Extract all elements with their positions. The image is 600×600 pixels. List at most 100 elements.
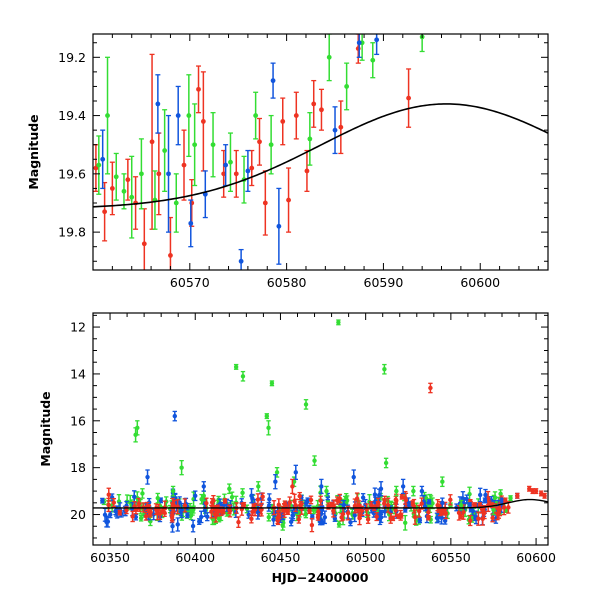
data-point: [315, 515, 321, 520]
data-point: [158, 498, 164, 503]
data-point: [403, 498, 409, 503]
data-point: [276, 223, 282, 229]
data-point: [370, 57, 376, 63]
data-point: [181, 162, 187, 168]
data-point-green: [256, 481, 261, 492]
data-point: [538, 491, 544, 496]
baseline-point-red: [213, 508, 219, 523]
data-point-blue: [319, 478, 324, 495]
data-point: [190, 508, 195, 514]
data-point: [280, 523, 285, 528]
data-point-red: [318, 88, 324, 131]
data-point: [175, 522, 180, 527]
bottom-axis-ticks: 60350 60400 60450 60500 60550 60600 12 14 16 18 20: [70, 313, 556, 565]
data-point: [211, 498, 216, 503]
data-point: [166, 171, 171, 177]
data-point: [352, 513, 357, 518]
data-point-red: [286, 167, 292, 233]
data-point: [162, 510, 167, 516]
data-point-blue: [400, 478, 406, 495]
data-point-blue: [172, 410, 177, 422]
data-point-green: [370, 42, 376, 79]
data-point-red: [141, 208, 147, 270]
data-point-red: [290, 478, 295, 495]
baseline-point-red: [309, 517, 315, 533]
data-point: [338, 124, 344, 130]
data-point: [138, 516, 144, 521]
baseline-point-red: [393, 495, 399, 504]
data-point: [319, 484, 324, 489]
y-tick-label: 19.2: [58, 50, 86, 65]
baseline-point-blue: [199, 510, 204, 524]
data-point: [318, 498, 323, 503]
data-point: [312, 458, 317, 463]
data-point: [412, 514, 418, 520]
top-plot-area: [93, 34, 548, 270]
data-point: [175, 113, 181, 118]
baseline-point-red: [448, 494, 453, 506]
top-data-marks: [93, 34, 425, 270]
data-point: [326, 503, 331, 509]
baseline-point-red: [435, 498, 440, 512]
data-point-green: [266, 420, 271, 436]
data-point: [304, 168, 310, 174]
data-point: [307, 136, 313, 142]
data-point: [129, 194, 135, 200]
data-point-green: [162, 109, 168, 192]
data-point: [249, 493, 254, 498]
x-tick-label: 60600: [516, 550, 556, 565]
data-point: [340, 511, 346, 517]
data-point-blue: [356, 34, 362, 58]
y-tick-label: 19.4: [58, 108, 86, 123]
baseline-point-blue: [205, 512, 210, 522]
data-point: [100, 498, 105, 503]
data-point: [241, 502, 247, 507]
data-point: [369, 502, 374, 508]
top-panel: 60570 60580 60590 60600 19.2 19.4 19.6 19.8 Mag…: [26, 33, 549, 290]
baseline-point-blue: [175, 517, 180, 532]
baseline-point-red: [143, 511, 149, 521]
data-point-green: [121, 173, 127, 210]
data-point-green: [336, 319, 341, 326]
data-point: [316, 509, 321, 515]
data-point-blue: [276, 187, 282, 265]
data-point: [274, 470, 280, 475]
baseline-point-blue: [378, 511, 384, 523]
data-point-blue: [193, 490, 198, 502]
data-point: [497, 507, 503, 512]
data-point: [332, 127, 338, 133]
data-point: [124, 508, 129, 513]
data-point: [106, 492, 111, 497]
baseline-point-blue: [426, 499, 432, 505]
data-point: [483, 492, 488, 498]
data-point-red: [189, 179, 195, 227]
data-point: [508, 495, 513, 501]
baseline-point-red: [275, 512, 281, 522]
y-tick-label: 20: [70, 507, 86, 522]
data-point-green: [269, 380, 275, 387]
data-point: [426, 515, 431, 520]
data-point-green: [138, 138, 144, 210]
bottom-plot-area: [93, 319, 548, 533]
data-point: [378, 515, 384, 520]
data-point: [515, 493, 520, 498]
data-point: [262, 200, 268, 206]
data-point: [253, 113, 259, 118]
x-tick-label: 60450: [261, 550, 301, 565]
data-point-green: [173, 173, 179, 233]
data-point: [470, 508, 475, 514]
baseline-point-red: [308, 495, 314, 505]
data-point: [426, 510, 431, 515]
data-point: [385, 502, 391, 508]
data-point-red: [293, 91, 299, 140]
data-point: [287, 500, 292, 505]
baseline-point-red: [410, 500, 415, 507]
data-point: [348, 520, 353, 525]
baseline-point-red: [236, 516, 241, 528]
baseline-point-red: [335, 496, 340, 505]
data-point: [383, 460, 389, 466]
data-point-red: [527, 485, 532, 492]
baseline-point-blue: [185, 512, 190, 519]
data-point-blue: [374, 34, 380, 56]
data-point: [374, 37, 380, 43]
